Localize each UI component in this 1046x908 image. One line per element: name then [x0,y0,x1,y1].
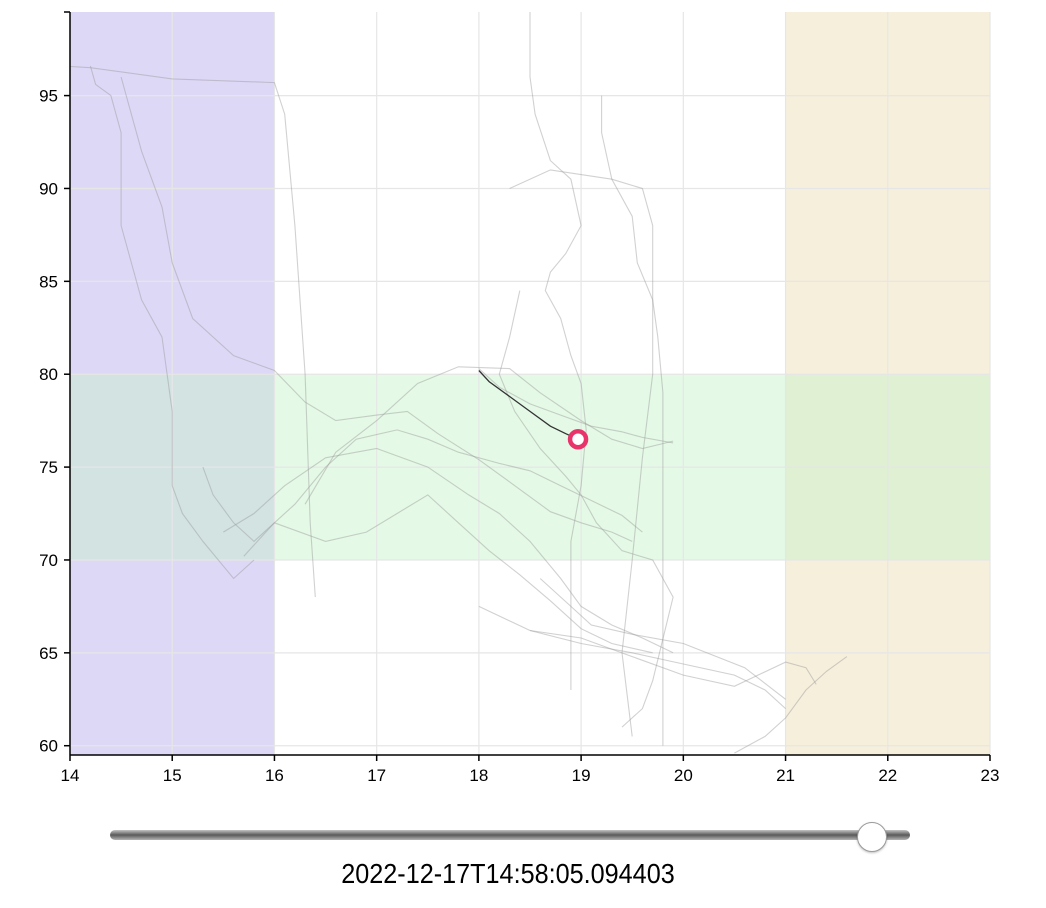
y-tick-label: 70 [39,551,58,570]
background-bands [70,12,990,755]
x-tick-label: 16 [265,766,284,785]
y-tick-label: 80 [39,365,58,384]
x-tick-label: 19 [572,766,591,785]
x-tick-label: 21 [776,766,795,785]
trace-6 [243,494,653,654]
y-tick-label: 95 [39,87,58,106]
y-tick-label: 90 [39,179,58,198]
x-tick-label: 20 [674,766,693,785]
x-tick-label: 14 [61,766,80,785]
trace-7 [304,366,674,505]
trace-13 [498,290,674,728]
slider-thumb[interactable] [856,822,887,852]
trace-3 [120,76,633,542]
current-position-marker-layer [567,428,589,450]
x-tick-label: 23 [981,766,1000,785]
trace-16 [478,368,674,444]
x-tick-label: 15 [163,766,182,785]
trace-10 [529,12,587,690]
trace-2 [89,65,255,580]
chart-canvas: 14 15 16 17 18 19 20 21 22 23 60 65 70 75 80 85 90 95 [39,11,1000,785]
x-tick-label: 22 [878,766,897,785]
trace-15 [734,656,848,754]
time-slider[interactable] [110,822,910,852]
trace-9 [529,629,817,687]
trace-4 [202,429,643,543]
trace-14 [539,578,786,700]
timestamp-label: 2022-12-17T14:58:05.094403 [341,858,675,889]
axes: 14 15 16 17 18 19 20 21 22 23 60 65 70 75 80 85 90 95 [39,11,1000,785]
data-traces [70,12,848,754]
trace-11 [601,95,664,746]
y-tick-label: 75 [39,458,58,477]
trace-1 [70,65,316,598]
trace-12 [509,169,654,737]
x-tick-label: 17 [367,766,386,785]
grid-lines [69,12,991,755]
current-position-marker [567,428,589,450]
trace-5 [223,447,674,654]
y-tick-label: 65 [39,644,58,663]
y-tick-label: 60 [39,737,58,756]
y-tick-label: 85 [39,272,58,291]
x-tick-label: 18 [469,766,488,785]
trace-8 [478,605,786,710]
active-trace [478,370,579,440]
slider-track[interactable] [110,830,910,840]
